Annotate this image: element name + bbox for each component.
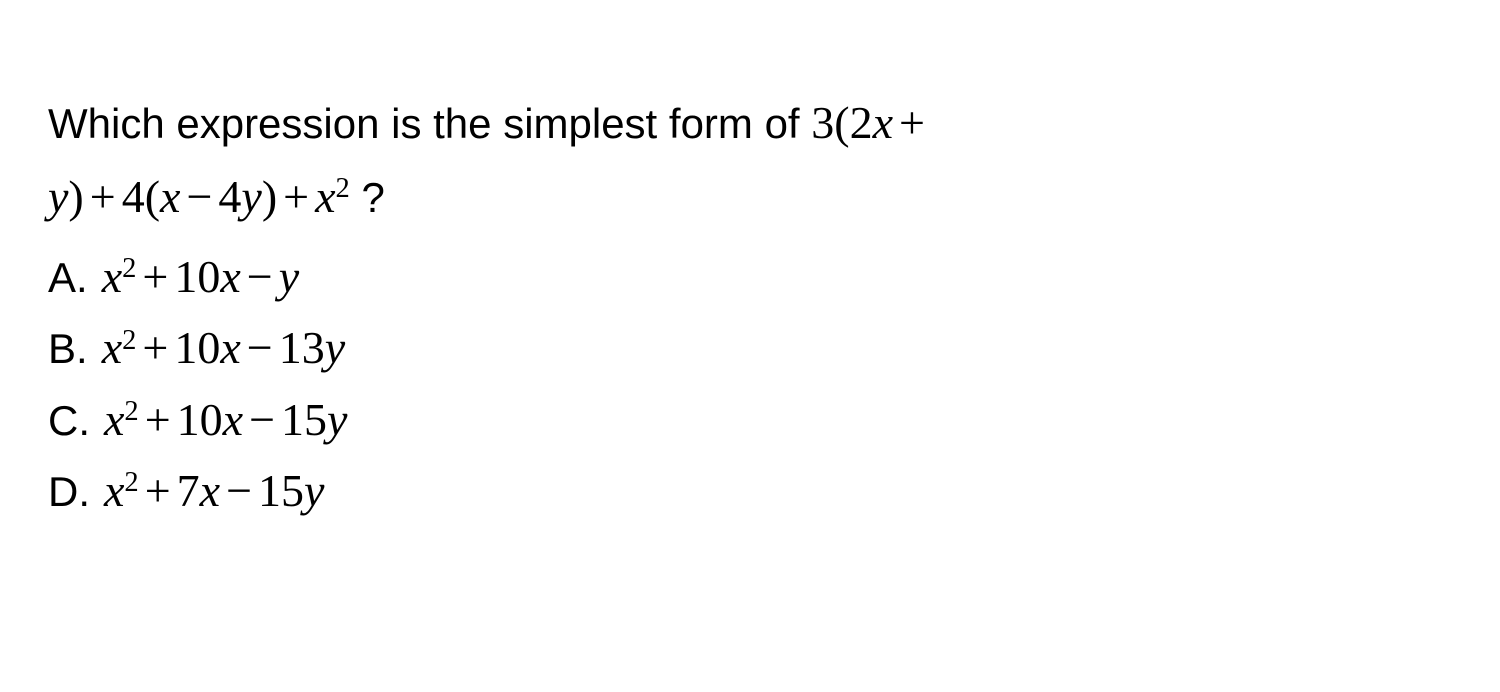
choice-c[interactable]: C. x2+10x−15y [48,384,1452,455]
choice-label: A. [48,245,88,310]
question-line-2: y)+4(x−4y)+x2 ? [48,160,1452,234]
choice-a[interactable]: A. x2+10x−y [48,241,1452,312]
question-suffix: ? [350,174,385,221]
question-container: Which expression is the simplest form of… [0,0,1500,526]
question-line-1: Which expression is the simplest form of… [48,86,1452,160]
choice-label: C. [48,388,90,453]
choice-d[interactable]: D. x2+7x−15y [48,455,1452,526]
choice-b[interactable]: B. x2+10x−13y [48,312,1452,383]
question-expr-part2: y)+4(x−4y)+x2 [48,171,350,222]
choice-label: D. [48,459,90,524]
choice-expr: x2+7x−15y [104,455,324,526]
choice-expr: x2+10x−15y [104,384,347,455]
choice-expr: x2+10x−y [102,241,299,312]
answer-choices: A. x2+10x−y B. x2+10x−13y C. x2+10x−15y … [48,241,1452,526]
question-expr-part1: 3(2x+ [811,97,931,148]
choice-label: B. [48,316,88,381]
question-prefix: Which expression is the simplest form of [48,100,811,147]
choice-expr: x2+10x−13y [102,312,345,383]
